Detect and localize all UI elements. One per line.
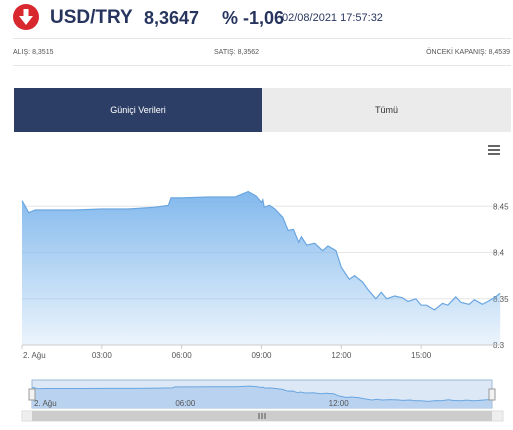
previous-close: ÖNCEKİ KAPANIŞ: 8,4539 xyxy=(426,49,510,56)
current-price: 8,3647 xyxy=(144,8,200,28)
x-tick-label: 09:00 xyxy=(251,351,272,360)
navigator-left-handle[interactable] xyxy=(28,388,36,401)
tab-intraday[interactable]: Güniçi Verileri xyxy=(14,88,262,132)
navigator-tick-label: 2. Ağu xyxy=(34,399,57,408)
navigator-right-handle[interactable] xyxy=(488,388,496,401)
header-divider xyxy=(13,38,511,39)
price-area xyxy=(22,191,501,345)
x-tick-label: 2. Ağu xyxy=(23,351,46,360)
quote-header: USD/TRY 8,3647 % -1,06 02/08/2021 17:57:… xyxy=(0,0,513,36)
symbol-title: USD/TRY xyxy=(50,7,133,28)
percent-change: % -1,06 xyxy=(222,8,285,28)
x-tick-label: 06:00 xyxy=(172,351,193,360)
navigator-tick-label: 12:00 xyxy=(329,399,350,408)
y-tick-label: 8.4 xyxy=(493,249,505,258)
navigator-tick-label: 06:00 xyxy=(175,399,196,408)
stats-divider xyxy=(13,65,511,66)
y-tick-label: 8.45 xyxy=(493,202,509,211)
price-chart: 8.458.48.358.32. Ağu03:0006:0009:0012:00… xyxy=(14,140,511,425)
navigator-line xyxy=(31,385,492,402)
arrow-down-icon xyxy=(13,4,39,30)
x-tick-label: 12:00 xyxy=(331,351,352,360)
scrollbar-grip-icon xyxy=(258,413,266,419)
price-line xyxy=(21,190,501,311)
tab-all[interactable]: Tümü xyxy=(262,88,511,132)
quote-timestamp: 02/08/2021 17:57:32 xyxy=(282,12,383,24)
chart-tabs: Güniçi Verileri Tümü xyxy=(14,88,511,132)
navigator-area xyxy=(32,386,492,408)
hamburger-menu-icon[interactable] xyxy=(488,145,500,157)
bid-price: ALIŞ: 8,3515 xyxy=(13,49,54,56)
x-tick-label: 15:00 xyxy=(411,351,432,360)
y-tick-label: 8.35 xyxy=(493,295,509,304)
chart-canvas: 8.458.48.358.32. Ağu03:0006:0009:0012:00… xyxy=(21,190,509,422)
x-tick-label: 03:00 xyxy=(92,351,113,360)
ask-price: SATIŞ: 8,3562 xyxy=(214,49,260,56)
